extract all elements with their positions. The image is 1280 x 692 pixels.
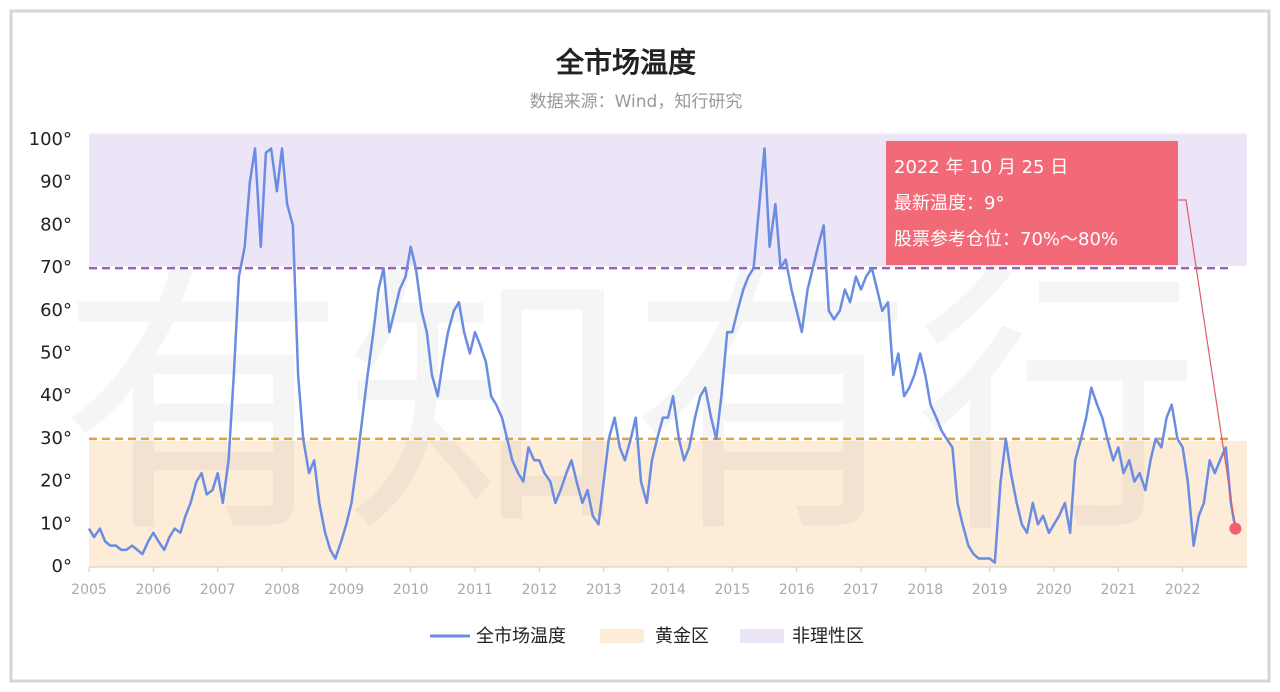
y-tick-label: 30° xyxy=(40,428,72,449)
y-tick-label: 100° xyxy=(29,129,72,150)
x-tick-label: 2012 xyxy=(522,582,558,598)
x-tick-label: 2019 xyxy=(972,582,1008,598)
legend-swatch xyxy=(600,629,644,643)
x-tick-label: 2013 xyxy=(586,582,622,598)
series-line xyxy=(87,147,1237,564)
x-tick-label: 2015 xyxy=(715,582,751,598)
x-tick-label: 2011 xyxy=(457,582,493,598)
x-tick-label: 2018 xyxy=(908,582,944,598)
y-tick-label: 60° xyxy=(40,300,72,321)
x-tick-label: 2010 xyxy=(393,582,429,598)
chart-subtitle: 数据来源：Wind，知行研究 xyxy=(530,92,743,112)
x-tick-label: 2017 xyxy=(843,582,879,598)
y-tick-label: 40° xyxy=(40,385,72,406)
x-tick-label: 2014 xyxy=(650,582,686,598)
x-tick-label: 2009 xyxy=(329,582,365,598)
y-tick-label: 0° xyxy=(52,556,72,577)
y-tick-label: 10° xyxy=(40,513,72,534)
x-tick-label: 2005 xyxy=(71,582,107,598)
frame xyxy=(9,9,1271,683)
chart-title: 全市场温度 xyxy=(555,46,696,79)
annotation-box xyxy=(886,141,1178,265)
annotation-leader xyxy=(1178,199,1237,529)
legend-label: 黄金区 xyxy=(655,626,709,647)
annotation-text: 2022 年 10 月 25 日 xyxy=(894,157,1068,178)
band xyxy=(89,441,1247,567)
x-tick-label: 2020 xyxy=(1036,582,1072,598)
legend-swatch xyxy=(740,629,784,643)
watermark: 有知有行 xyxy=(60,240,1200,572)
y-tick-label: 50° xyxy=(40,343,72,364)
legend-label: 非理性区 xyxy=(792,626,864,647)
latest-point xyxy=(1229,522,1242,535)
x-tick-label: 2022 xyxy=(1165,582,1201,598)
legend-label: 全市场温度 xyxy=(476,626,566,647)
annotation-text: 股票参考仓位：70%～80% xyxy=(894,229,1118,250)
x-tick-label: 2006 xyxy=(136,582,172,598)
y-tick-label: 20° xyxy=(40,471,72,492)
x-tick-label: 2008 xyxy=(264,582,300,598)
y-tick-label: 80° xyxy=(40,214,72,235)
x-tick-label: 2021 xyxy=(1101,582,1137,598)
annotation-text: 最新温度：9° xyxy=(894,193,1004,214)
y-tick-label: 90° xyxy=(40,172,72,193)
y-tick-label: 70° xyxy=(40,257,72,278)
x-tick-label: 2016 xyxy=(779,582,815,598)
x-tick-label: 2007 xyxy=(200,582,236,598)
